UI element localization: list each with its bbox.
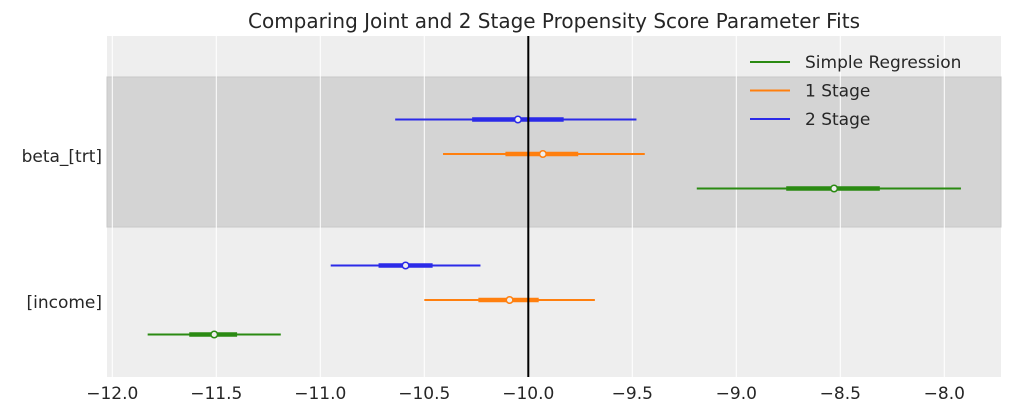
x-tick-label: −9.5: [612, 384, 653, 404]
legend-label: 1 Stage: [805, 82, 870, 102]
x-tick-label: −10.0: [502, 384, 554, 404]
chart-title: Comparing Joint and 2 Stage Propensity S…: [248, 9, 860, 33]
x-tick-label: −10.5: [398, 384, 450, 404]
x-tick-label: −8.5: [820, 384, 861, 404]
x-tick-label: −9.0: [716, 384, 757, 404]
legend-label: Simple Regression: [805, 53, 961, 73]
median-point: [401, 261, 410, 270]
x-tick-label: −8.0: [924, 384, 965, 404]
legend-label: 2 Stage: [805, 110, 870, 130]
median-point: [830, 184, 839, 193]
y-label-beta-trt: beta_[trt]: [22, 147, 102, 167]
x-tick-label: −12.0: [86, 384, 138, 404]
median-point: [210, 330, 219, 339]
x-tick-label: −11.0: [294, 384, 346, 404]
median-point: [513, 115, 522, 124]
median-point: [505, 295, 514, 305]
legend: Simple Regression 1 Stage 2 Stage: [750, 53, 961, 130]
median-point: [538, 149, 547, 159]
x-tick-label: −11.5: [190, 384, 242, 404]
y-label-income: [income]: [26, 293, 102, 313]
